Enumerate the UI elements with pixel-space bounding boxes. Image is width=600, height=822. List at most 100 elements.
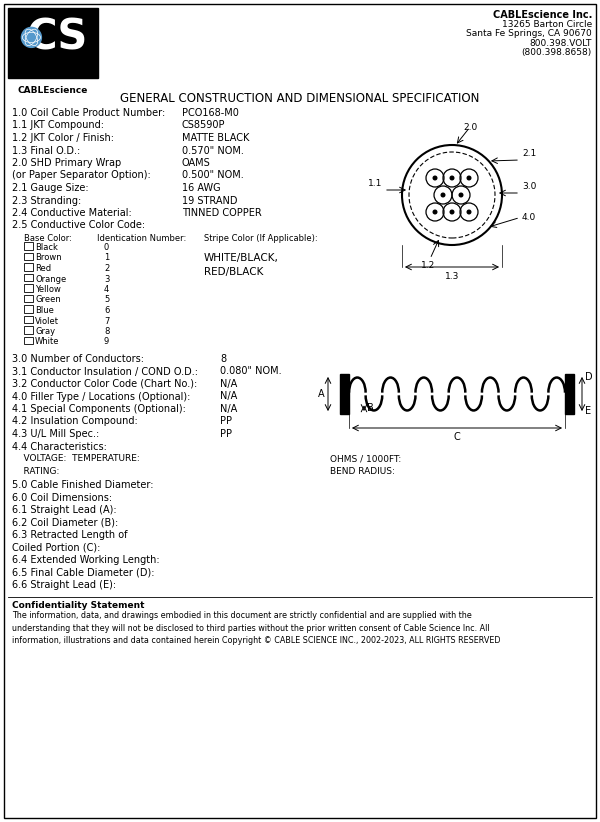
Text: 6.0 Coil Dimensions:: 6.0 Coil Dimensions: xyxy=(12,492,112,502)
Text: C: C xyxy=(454,432,460,442)
Bar xyxy=(24,264,33,271)
Circle shape xyxy=(450,176,454,180)
Text: 13265 Barton Circle: 13265 Barton Circle xyxy=(502,20,592,29)
Text: Orange: Orange xyxy=(35,275,66,284)
Text: 5: 5 xyxy=(104,295,109,304)
Text: N/A: N/A xyxy=(220,404,237,414)
Text: WHITE/BLACK,
RED/BLACK: WHITE/BLACK, RED/BLACK xyxy=(204,253,279,278)
Circle shape xyxy=(450,210,454,214)
Bar xyxy=(24,284,33,292)
Text: PP: PP xyxy=(220,429,232,439)
Circle shape xyxy=(433,210,437,214)
Text: 6.5 Final Cable Diameter (D):: 6.5 Final Cable Diameter (D): xyxy=(12,567,155,578)
Text: 4.1 Special Components (Optional):: 4.1 Special Components (Optional): xyxy=(12,404,186,414)
Text: E: E xyxy=(585,406,591,416)
Text: 2.1 Gauge Size:: 2.1 Gauge Size: xyxy=(12,183,89,193)
Circle shape xyxy=(467,210,471,214)
Bar xyxy=(24,253,33,261)
Text: (800.398.8658): (800.398.8658) xyxy=(522,48,592,58)
Text: 1.1: 1.1 xyxy=(368,179,382,188)
Bar xyxy=(24,337,33,344)
Text: BEND RADIUS:: BEND RADIUS: xyxy=(330,467,395,475)
Text: VOLTAGE:  TEMPERATURE:: VOLTAGE: TEMPERATURE: xyxy=(12,454,140,463)
Circle shape xyxy=(22,27,41,48)
Text: A: A xyxy=(319,389,325,399)
Text: 6.2 Coil Diameter (B):: 6.2 Coil Diameter (B): xyxy=(12,518,118,528)
Text: Red: Red xyxy=(35,264,51,273)
Text: Black: Black xyxy=(35,243,58,252)
Text: Santa Fe Springs, CA 90670: Santa Fe Springs, CA 90670 xyxy=(466,30,592,39)
Text: RATING:: RATING: xyxy=(12,467,59,475)
Bar xyxy=(24,274,33,281)
Text: 4.3 U/L Mill Spec.:: 4.3 U/L Mill Spec.: xyxy=(12,429,99,439)
Text: 6.1 Straight Lead (A):: 6.1 Straight Lead (A): xyxy=(12,505,116,515)
Text: 2: 2 xyxy=(104,264,109,273)
Text: 2.0 SHD Primary Wrap: 2.0 SHD Primary Wrap xyxy=(12,158,121,168)
Text: N/A: N/A xyxy=(220,391,237,401)
Text: 1: 1 xyxy=(104,253,109,262)
Text: D: D xyxy=(585,372,593,382)
Text: TINNED COPPER: TINNED COPPER xyxy=(182,208,262,218)
Bar xyxy=(565,374,574,414)
Text: Stripe Color (If Applicable):: Stripe Color (If Applicable): xyxy=(204,234,317,243)
Text: 3.2 Conductor Color Code (Chart No.):: 3.2 Conductor Color Code (Chart No.): xyxy=(12,379,197,389)
Text: Blue: Blue xyxy=(35,306,54,315)
Bar xyxy=(24,316,33,324)
Text: White: White xyxy=(35,338,59,347)
Text: 3: 3 xyxy=(104,275,109,284)
Text: 2.3 Stranding:: 2.3 Stranding: xyxy=(12,196,81,206)
Text: Coiled Portion (C):: Coiled Portion (C): xyxy=(12,543,100,552)
Bar xyxy=(8,8,98,78)
Text: OHMS / 1000FT:: OHMS / 1000FT: xyxy=(330,454,401,463)
Text: GENERAL CONSTRUCTION AND DIMENSIONAL SPECIFICATION: GENERAL CONSTRUCTION AND DIMENSIONAL SPE… xyxy=(121,92,479,105)
Text: 3.1 Conductor Insulation / COND O.D.:: 3.1 Conductor Insulation / COND O.D.: xyxy=(12,367,198,376)
Text: N/A: N/A xyxy=(220,379,237,389)
Text: Confidentiality Statement: Confidentiality Statement xyxy=(12,602,145,611)
Text: PCO168-M0: PCO168-M0 xyxy=(182,108,239,118)
Text: OAMS: OAMS xyxy=(182,158,211,168)
Text: Green: Green xyxy=(35,295,61,304)
Text: 1.1 JKT Compound:: 1.1 JKT Compound: xyxy=(12,121,104,131)
Text: 4.2 Insulation Compound:: 4.2 Insulation Compound: xyxy=(12,417,138,427)
Text: 0.080" NOM.: 0.080" NOM. xyxy=(220,367,281,376)
Text: 4.0 Filler Type / Locations (Optional):: 4.0 Filler Type / Locations (Optional): xyxy=(12,391,190,401)
Text: MATTE BLACK: MATTE BLACK xyxy=(182,133,250,143)
Text: 2.5 Conductive Color Code:: 2.5 Conductive Color Code: xyxy=(12,220,145,230)
Bar xyxy=(24,242,33,250)
Text: CS8590P: CS8590P xyxy=(182,121,226,131)
Text: 3.0 Number of Conductors:: 3.0 Number of Conductors: xyxy=(12,354,144,364)
Text: 2.0: 2.0 xyxy=(463,123,477,132)
Text: 1.0 Coil Cable Product Number:: 1.0 Coil Cable Product Number: xyxy=(12,108,165,118)
Circle shape xyxy=(433,176,437,180)
Text: CABLEscience: CABLEscience xyxy=(18,86,88,95)
Text: 4: 4 xyxy=(104,285,109,294)
Text: 2.4 Conductive Material:: 2.4 Conductive Material: xyxy=(12,208,132,218)
Text: 3.0: 3.0 xyxy=(522,182,536,191)
Text: 5.0 Cable Finished Diameter:: 5.0 Cable Finished Diameter: xyxy=(12,480,154,490)
Text: PP: PP xyxy=(220,417,232,427)
Bar xyxy=(24,306,33,313)
Text: 9: 9 xyxy=(104,338,109,347)
Text: CABLEscience Inc.: CABLEscience Inc. xyxy=(493,10,592,20)
Text: CS: CS xyxy=(27,16,88,58)
Text: 4.4 Characteristics:: 4.4 Characteristics: xyxy=(12,441,107,451)
Text: 1.3 Final O.D.:: 1.3 Final O.D.: xyxy=(12,145,80,155)
Circle shape xyxy=(459,193,463,196)
Text: B: B xyxy=(367,404,374,413)
Text: 0.500" NOM.: 0.500" NOM. xyxy=(182,170,244,181)
Text: (or Paper Separator Option):: (or Paper Separator Option): xyxy=(12,170,151,181)
Text: 0: 0 xyxy=(104,243,109,252)
Text: Brown: Brown xyxy=(35,253,62,262)
Text: 1.3: 1.3 xyxy=(445,272,459,281)
Text: 6.4 Extended Working Length:: 6.4 Extended Working Length: xyxy=(12,555,160,565)
Circle shape xyxy=(467,176,471,180)
Text: 6: 6 xyxy=(104,306,109,315)
Text: Identication Number:: Identication Number: xyxy=(97,234,186,243)
Text: 4.0: 4.0 xyxy=(522,213,536,222)
Text: Violet: Violet xyxy=(35,316,59,326)
Text: Gray: Gray xyxy=(35,327,55,336)
Text: 19 STRAND: 19 STRAND xyxy=(182,196,238,206)
Bar xyxy=(24,326,33,334)
Circle shape xyxy=(441,193,445,196)
Bar xyxy=(24,295,33,302)
